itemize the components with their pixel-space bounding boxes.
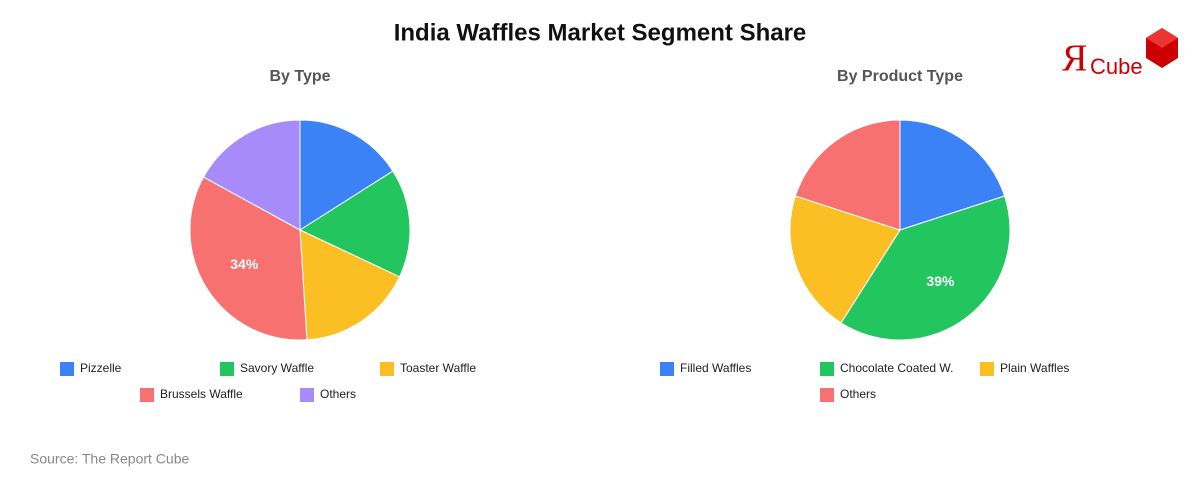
pie-slice [789, 195, 901, 324]
pie-slice [298, 170, 411, 278]
legend-swatch [980, 362, 994, 376]
legend-swatch [220, 362, 234, 376]
legend-swatch [140, 388, 154, 402]
legend-label: Toaster Waffle [400, 361, 476, 375]
legend-label: Others [320, 387, 356, 401]
pie-slice [899, 119, 1006, 231]
data-label: 39% [926, 273, 955, 289]
legend-label: Pizzelle [80, 361, 122, 375]
pie-slice [299, 119, 394, 231]
legend-swatch [60, 362, 74, 376]
legend-label: Filled Waffles [680, 361, 751, 375]
legend-swatch [380, 362, 394, 376]
source: Source: The Report Cube [30, 451, 189, 467]
legend-swatch [300, 388, 314, 402]
logo: Я Cube [1062, 28, 1178, 80]
legend-label: Brussels Waffle [160, 387, 243, 401]
pie-slice [794, 119, 901, 231]
logo-text: Cube [1090, 54, 1143, 79]
data-label: 34% [230, 256, 259, 272]
legend-label: Others [840, 387, 876, 401]
logo-cube-top [1146, 28, 1178, 48]
legend-swatch [660, 362, 674, 376]
pie-slice [840, 195, 1011, 341]
chart-subtitle: By Type [269, 68, 330, 85]
logo-mark: Я [1062, 38, 1087, 80]
chart-subtitle: By Product Type [837, 68, 963, 85]
legend-label: Plain Waffles [1000, 361, 1069, 375]
legend-label: Savory Waffle [240, 361, 314, 375]
legend-swatch [820, 362, 834, 376]
legend-label: Chocolate Coated W. [840, 361, 953, 375]
legend-swatch [820, 388, 834, 402]
page-title: India Waffles Market Segment Share [394, 19, 807, 46]
pie-slice [202, 119, 301, 231]
pie-slice [299, 229, 401, 341]
